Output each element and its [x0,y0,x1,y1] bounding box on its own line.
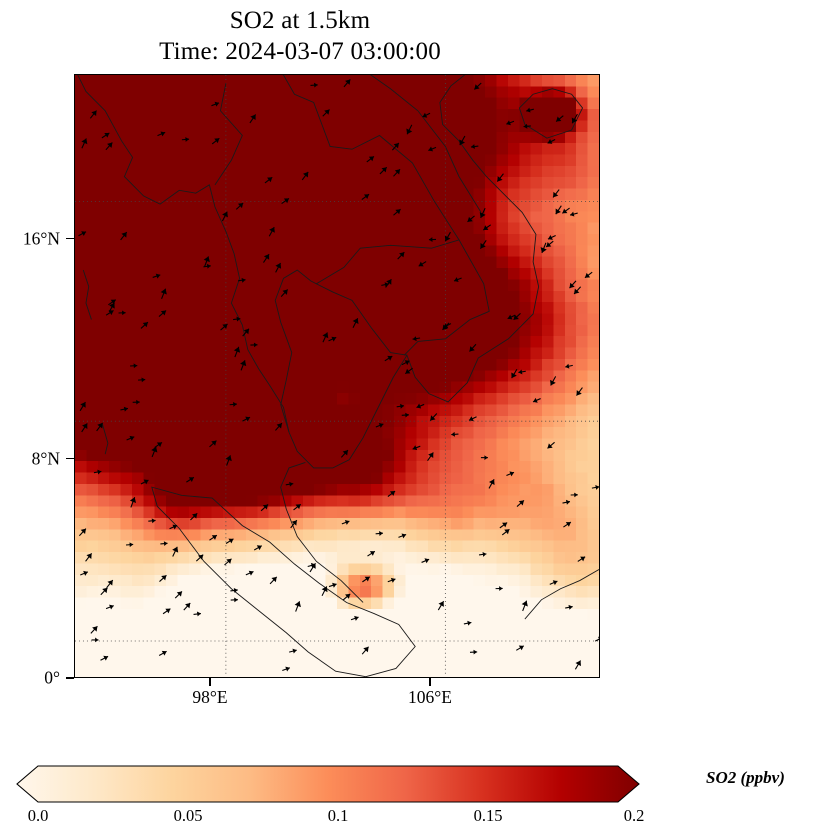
colorbar-tick-1: 0.05 [173,806,203,825]
colorbar-label: SO2 (ppbv) [706,768,785,787]
map-overlays [75,75,599,677]
coastline-gulf-of-thailand [274,269,407,433]
coastline-myanmar-andaman [77,75,333,469]
coastline-andaman-islands [82,269,92,320]
chart-title: SO2 at 1.5km Time: 2024-03-07 03:00:00 [0,6,600,67]
coastline-nicobar-islands [101,423,109,455]
xtick-label-98E: 98°E [192,687,228,707]
title-line-timestamp: Time: 2024-03-07 03:00:00 [159,37,441,65]
colorbar-tick-3: 0.15 [473,806,503,825]
colorbar[interactable] [16,765,672,803]
map-plot-area[interactable] [74,74,600,678]
colorbar-tick-0: 0.0 [27,806,49,825]
ytick-label-16N: 16°N [22,228,60,249]
title-line-variable: SO2 at 1.5km [229,7,371,34]
ytick-mark-0 [66,677,74,679]
colorbar-gradient-body [16,765,640,803]
border-myanmar-thailand [214,83,243,186]
colorbar-tick-2: 0.1 [327,806,349,825]
coastline-vietnam-cambodia [332,75,540,469]
coastline-sumatra [151,486,416,677]
coastline-hainan [518,88,584,139]
ytick-mark-8N [66,458,74,460]
colorbar-tick-4: 0.2 [623,806,645,825]
border-laos-vietnam [370,75,482,213]
border-thailand-laos-cambodia [283,75,460,285]
xtick-mark-106E [429,678,431,686]
ytick-label-8N: 8°N [31,448,60,469]
border-cambodia-vietnam [403,239,490,356]
wind-barbs [78,79,599,672]
ytick-label-0: 0° [44,667,60,688]
xtick-mark-98E [209,678,211,686]
xtick-label-106E: 106°E [408,687,452,707]
coastline-malay-west [280,461,364,603]
coastline-borneo [524,569,599,620]
ytick-mark-16N [66,238,74,240]
